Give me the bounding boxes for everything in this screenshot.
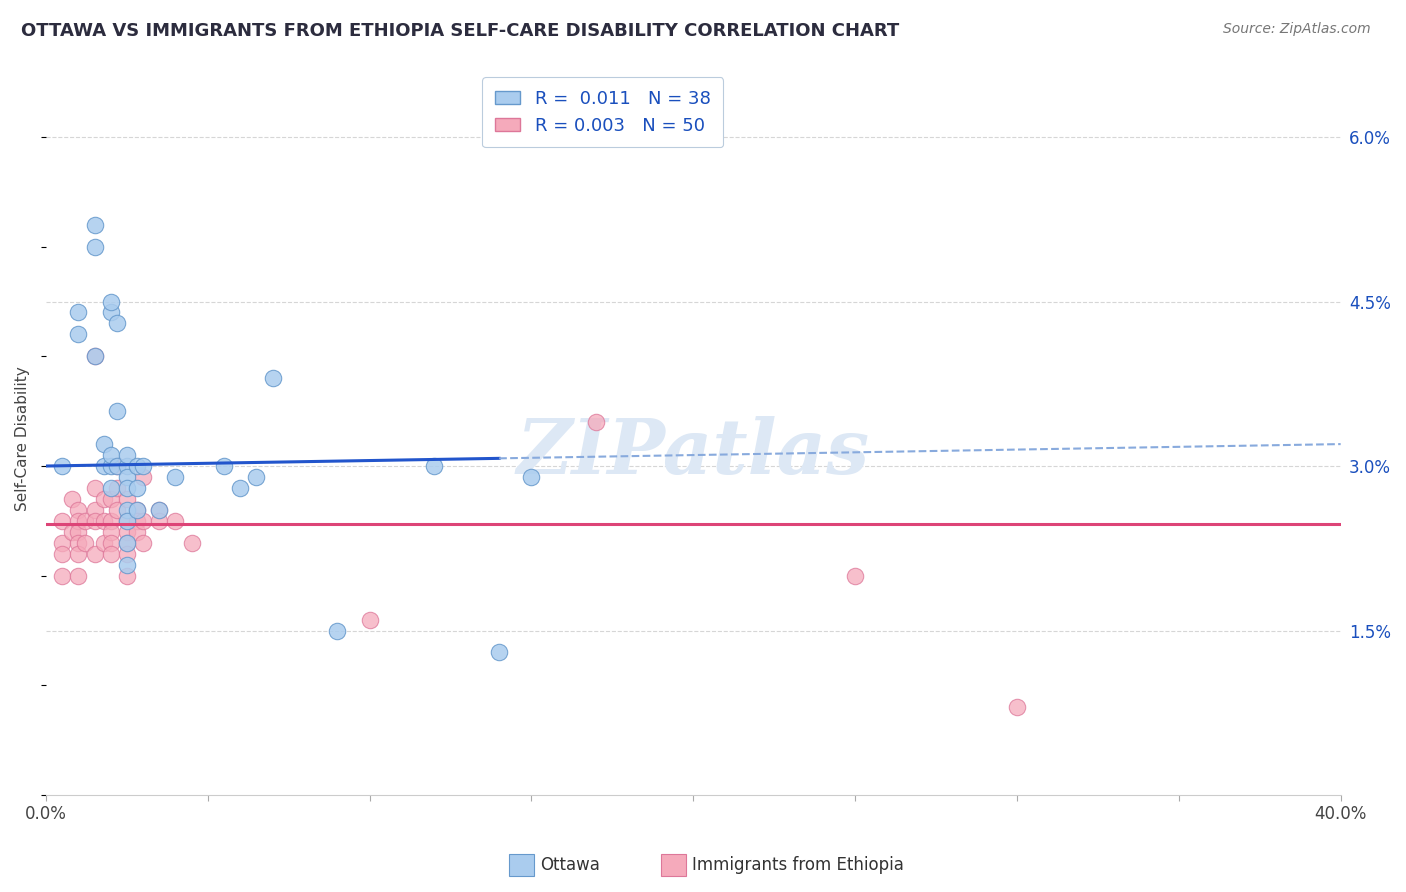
Text: OTTAWA VS IMMIGRANTS FROM ETHIOPIA SELF-CARE DISABILITY CORRELATION CHART: OTTAWA VS IMMIGRANTS FROM ETHIOPIA SELF-… <box>21 22 900 40</box>
Point <box>125 458 148 473</box>
Point <box>100 481 122 495</box>
Point <box>83 547 105 561</box>
Point <box>51 568 73 582</box>
Text: Immigrants from Ethiopia: Immigrants from Ethiopia <box>692 856 904 874</box>
Point <box>67 568 90 582</box>
Point <box>83 240 105 254</box>
Point <box>585 415 607 429</box>
Point <box>132 536 155 550</box>
Point <box>125 481 148 495</box>
Point <box>100 547 122 561</box>
Point <box>148 514 170 528</box>
Point <box>115 536 138 550</box>
Point <box>100 448 122 462</box>
Point <box>132 470 155 484</box>
Point <box>125 524 148 539</box>
Point <box>115 524 138 539</box>
Point <box>93 437 115 451</box>
Point <box>93 458 115 473</box>
Point <box>100 491 122 506</box>
Point <box>520 470 543 484</box>
Point <box>148 503 170 517</box>
Point <box>100 294 122 309</box>
Point <box>148 503 170 517</box>
Point <box>212 458 235 473</box>
Point <box>100 524 122 539</box>
Point <box>844 568 866 582</box>
Y-axis label: Self-Care Disability: Self-Care Disability <box>15 367 30 511</box>
Point <box>93 514 115 528</box>
Point <box>115 558 138 572</box>
Point <box>115 547 138 561</box>
Point <box>83 349 105 363</box>
Point <box>180 536 202 550</box>
Text: ZIPatlas: ZIPatlas <box>517 416 870 490</box>
Point <box>229 481 252 495</box>
Point <box>100 458 122 473</box>
Point <box>115 514 138 528</box>
Point <box>165 514 187 528</box>
Point <box>67 305 90 319</box>
Point <box>83 514 105 528</box>
Point <box>115 491 138 506</box>
Point <box>115 503 138 517</box>
Point <box>105 458 128 473</box>
Point <box>51 536 73 550</box>
Point <box>105 503 128 517</box>
Point <box>83 503 105 517</box>
Point <box>83 349 105 363</box>
Point <box>132 458 155 473</box>
Point <box>93 536 115 550</box>
Point <box>100 514 122 528</box>
Point <box>51 458 73 473</box>
Point <box>115 448 138 462</box>
Text: Source: ZipAtlas.com: Source: ZipAtlas.com <box>1223 22 1371 37</box>
Point <box>165 470 187 484</box>
Point <box>488 645 510 659</box>
Point <box>73 514 96 528</box>
Point <box>105 317 128 331</box>
Point <box>67 514 90 528</box>
Point <box>125 503 148 517</box>
Point <box>115 514 138 528</box>
Point <box>67 503 90 517</box>
Point <box>125 503 148 517</box>
Point <box>93 491 115 506</box>
Point <box>60 491 83 506</box>
Point <box>73 536 96 550</box>
Point <box>359 613 381 627</box>
Point <box>132 514 155 528</box>
Point <box>83 218 105 232</box>
Legend: R =  0.011   N = 38, R = 0.003   N = 50: R = 0.011 N = 38, R = 0.003 N = 50 <box>482 77 723 147</box>
Point <box>1005 700 1028 714</box>
Point <box>67 547 90 561</box>
Text: Ottawa: Ottawa <box>540 856 600 874</box>
Point <box>67 327 90 342</box>
Point <box>105 458 128 473</box>
Point <box>51 547 73 561</box>
Point <box>100 305 122 319</box>
Point <box>100 536 122 550</box>
Point <box>115 458 138 473</box>
Point <box>115 536 138 550</box>
Point <box>125 514 148 528</box>
Point <box>115 470 138 484</box>
Point <box>51 514 73 528</box>
Point <box>60 524 83 539</box>
Point <box>262 371 284 385</box>
Point <box>423 458 446 473</box>
Point <box>326 624 349 638</box>
Point <box>115 568 138 582</box>
Point <box>105 481 128 495</box>
Point <box>105 404 128 418</box>
Point <box>67 536 90 550</box>
Point <box>115 481 138 495</box>
Point <box>83 481 105 495</box>
Point <box>67 524 90 539</box>
Point <box>245 470 267 484</box>
